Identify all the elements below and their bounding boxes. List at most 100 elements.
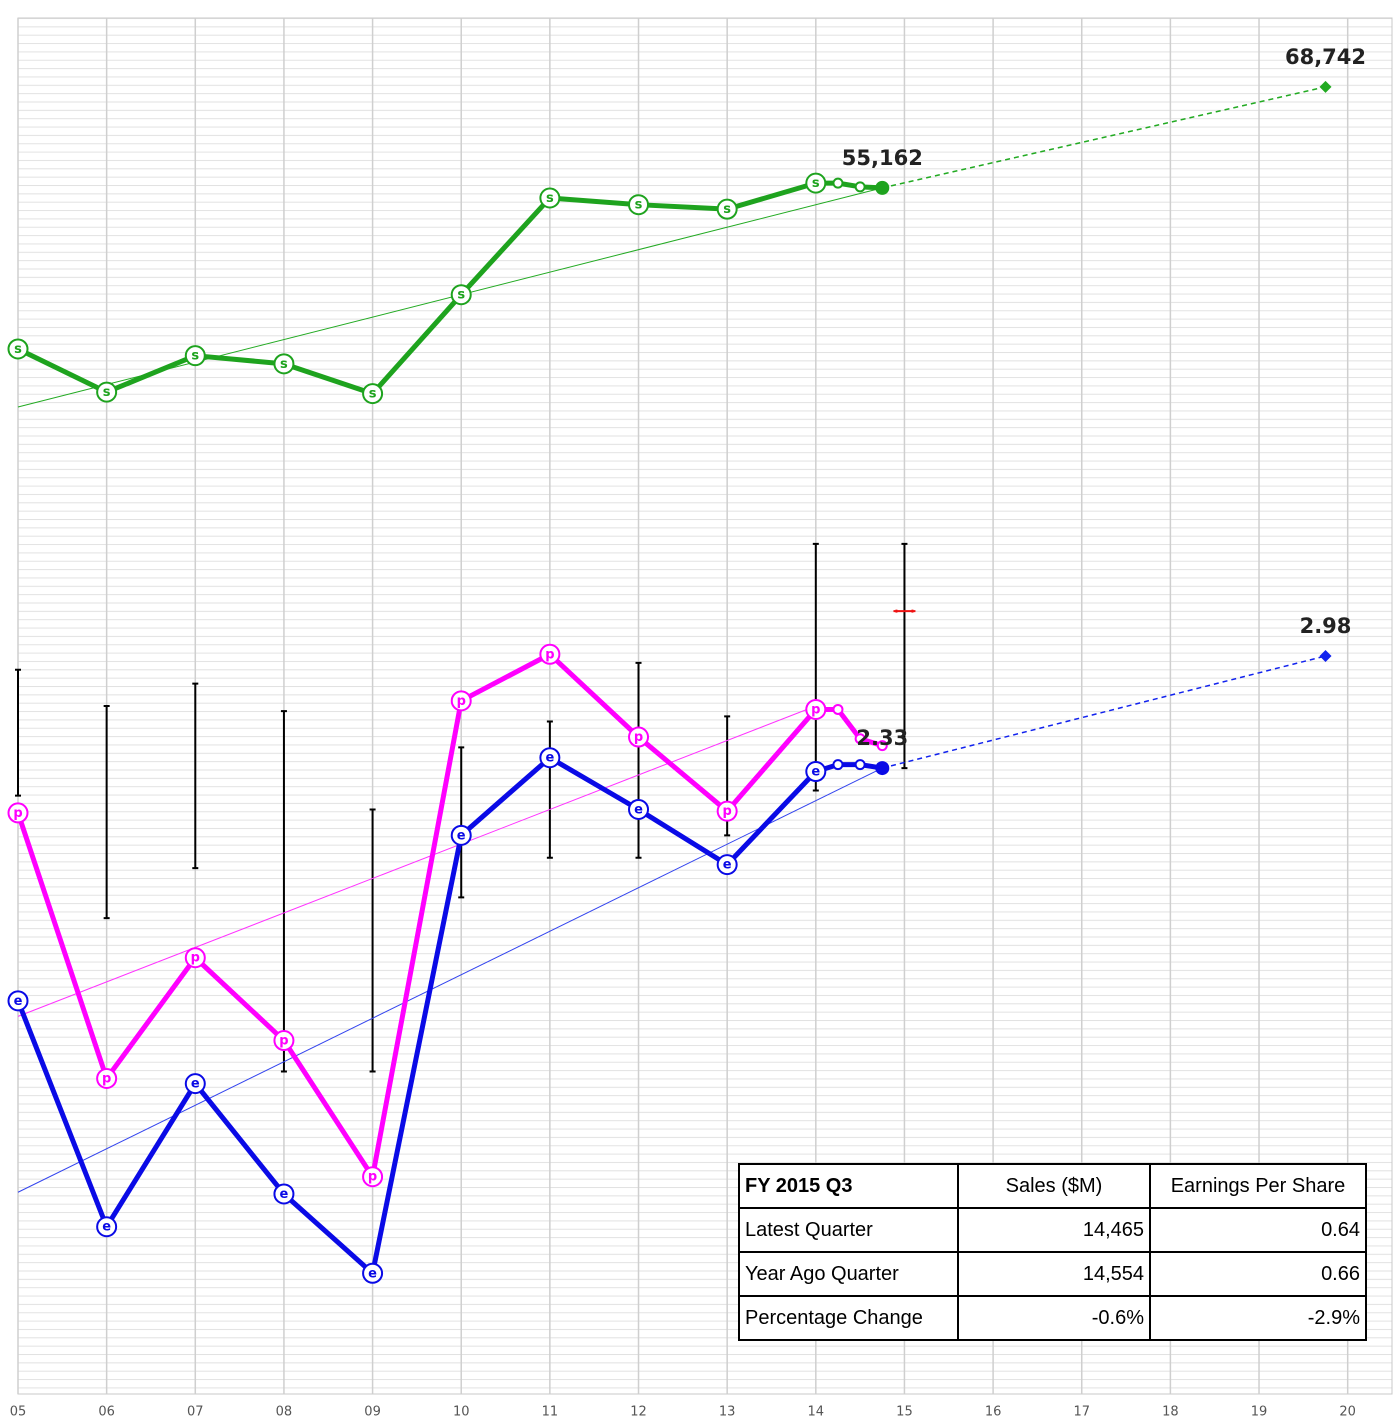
point-marker bbox=[832, 703, 844, 715]
marker-letter: s bbox=[103, 385, 111, 400]
table-row: Year Ago Quarter 14,554 0.66 bbox=[738, 1251, 1367, 1297]
table-row: Latest Quarter 14,465 0.64 bbox=[738, 1207, 1367, 1253]
error-bar bbox=[458, 746, 465, 899]
point-marker bbox=[876, 740, 888, 752]
x-tick-label: 09 bbox=[364, 1405, 381, 1420]
point-marker bbox=[805, 172, 827, 194]
x-tick-label: 11 bbox=[542, 1405, 559, 1420]
x-tick-label: 06 bbox=[98, 1405, 115, 1420]
point-marker bbox=[362, 383, 384, 405]
marker-letter: s bbox=[369, 387, 377, 402]
marker-letter: s bbox=[457, 288, 465, 303]
point-marker bbox=[805, 761, 827, 783]
cell: 0.64 bbox=[1149, 1207, 1367, 1253]
cell: Year Ago Quarter bbox=[738, 1251, 959, 1297]
x-tick-label: 17 bbox=[1073, 1405, 1090, 1420]
x-tick-label: 05 bbox=[10, 1405, 27, 1420]
header-cell: Earnings Per Share bbox=[1149, 1163, 1367, 1209]
trend-line bbox=[882, 655, 1326, 769]
marker-letter: p bbox=[191, 951, 200, 966]
cell: 14,465 bbox=[957, 1207, 1151, 1253]
trend-line bbox=[17, 767, 883, 1193]
point-marker bbox=[628, 726, 650, 748]
x-tick-label: 13 bbox=[719, 1405, 736, 1420]
point-marker bbox=[184, 345, 206, 367]
point-marker bbox=[832, 759, 844, 771]
marker-letter: s bbox=[635, 198, 643, 213]
point-marker bbox=[362, 1166, 384, 1188]
marker-letter: e bbox=[368, 1266, 377, 1281]
point-marker bbox=[362, 1262, 384, 1284]
error-bar bbox=[369, 808, 376, 1073]
marker-letter: s bbox=[723, 202, 731, 217]
point-marker bbox=[716, 854, 738, 876]
error-bar bbox=[15, 668, 21, 797]
point-marker bbox=[7, 802, 29, 824]
marker-letter: e bbox=[545, 751, 554, 766]
marker-letter: e bbox=[14, 994, 23, 1009]
cell: -0.6% bbox=[957, 1295, 1151, 1341]
error-bar bbox=[812, 542, 819, 792]
cell: -2.9% bbox=[1149, 1295, 1367, 1341]
table-header: FY 2015 Q3 Sales ($M) Earnings Per Share bbox=[738, 1163, 1367, 1209]
x-tick-label: 08 bbox=[276, 1405, 293, 1420]
marker-letter: s bbox=[546, 191, 554, 206]
point-marker bbox=[832, 177, 844, 189]
point-marker bbox=[96, 1067, 118, 1089]
point-marker bbox=[273, 353, 295, 375]
error-bar bbox=[192, 682, 199, 870]
point-marker bbox=[450, 284, 472, 306]
marker-letter: p bbox=[279, 1034, 288, 1049]
projection-marker bbox=[1319, 649, 1332, 662]
point-marker bbox=[805, 698, 827, 720]
marker-letter: e bbox=[191, 1077, 200, 1092]
point-marker bbox=[854, 759, 866, 771]
marker-letter: p bbox=[634, 730, 643, 745]
point-marker bbox=[854, 733, 866, 745]
marker-letter: e bbox=[102, 1220, 111, 1235]
point-marker bbox=[450, 690, 472, 712]
point-marker bbox=[273, 1030, 295, 1052]
header-cell: FY 2015 Q3 bbox=[738, 1163, 959, 1209]
point-marker bbox=[628, 194, 650, 216]
point-marker bbox=[539, 747, 561, 769]
point-marker bbox=[716, 198, 738, 220]
point-marker bbox=[96, 1216, 118, 1238]
header-cell: Sales ($M) bbox=[957, 1163, 1151, 1209]
marker-letter: p bbox=[13, 806, 22, 821]
cell: 0.66 bbox=[1149, 1251, 1367, 1297]
point-marker bbox=[273, 1183, 295, 1205]
table-row: Percentage Change -0.6% -2.9% bbox=[738, 1295, 1367, 1341]
point-marker bbox=[875, 180, 890, 195]
marker-letter: p bbox=[811, 702, 820, 717]
value-label: 2.98 bbox=[1300, 614, 1352, 638]
point-marker bbox=[184, 947, 206, 969]
point-marker bbox=[450, 824, 472, 846]
x-tick-label: 14 bbox=[808, 1405, 825, 1420]
error-bar bbox=[103, 705, 110, 920]
x-tick-label: 18 bbox=[1162, 1405, 1179, 1420]
point-marker bbox=[539, 643, 561, 665]
marker-letter: s bbox=[191, 349, 199, 364]
point-marker bbox=[539, 187, 561, 209]
marker-letter: p bbox=[545, 647, 554, 662]
point-marker bbox=[7, 338, 29, 360]
cell: Latest Quarter bbox=[738, 1207, 959, 1253]
point-marker bbox=[7, 990, 29, 1012]
cell: 14,554 bbox=[957, 1251, 1151, 1297]
projection-marker bbox=[1319, 80, 1332, 93]
marker-letter: s bbox=[280, 357, 288, 372]
x-tick-label: 10 bbox=[453, 1405, 470, 1420]
point-marker bbox=[96, 381, 118, 403]
marks: 05 06 07 08 09 10 11 12 13 14 15 16 17 18 19 20 68,742 s s… bbox=[7, 45, 1366, 1420]
marker-letter: e bbox=[457, 828, 466, 843]
value-label: 55,162 bbox=[842, 146, 923, 170]
summary-table: FY 2015 Q3 Sales ($M) Earnings Per Share… bbox=[738, 1163, 1367, 1341]
error-bar bbox=[280, 710, 287, 1073]
x-tick-label: 19 bbox=[1251, 1405, 1268, 1420]
marker-letter: e bbox=[634, 802, 643, 817]
x-tick-label: 16 bbox=[985, 1405, 1002, 1420]
point-marker bbox=[628, 798, 650, 820]
